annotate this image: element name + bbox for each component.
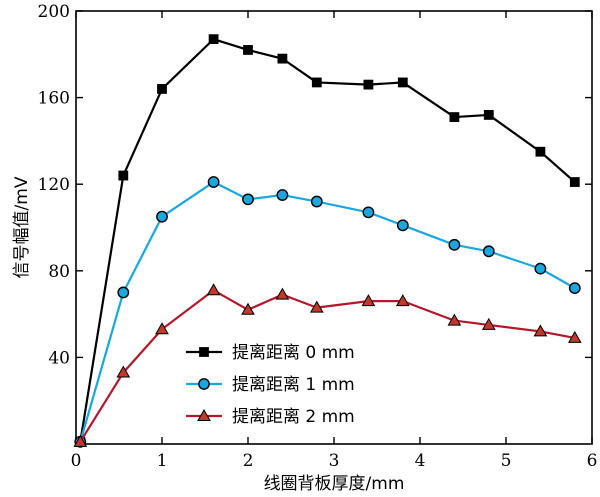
data-point: [242, 193, 254, 206]
data-point: [309, 300, 324, 313]
data-point: [118, 170, 129, 181]
data-point: [534, 262, 547, 275]
data-point: [363, 79, 374, 90]
data-point: [482, 245, 495, 258]
data-point: [116, 365, 131, 378]
legend-label: 提离距离 1 mm: [232, 375, 355, 395]
data-point: [535, 146, 546, 157]
data-point: [156, 210, 168, 223]
x-tick-label: 4: [415, 451, 426, 471]
data-point: [447, 313, 462, 326]
x-tick-label: 3: [329, 451, 340, 471]
data-point: [155, 322, 169, 335]
data-point: [277, 53, 288, 64]
legend-item: 提离距离 2 mm: [186, 407, 355, 427]
data-point: [241, 302, 255, 315]
legend-label: 提离距离 0 mm: [232, 343, 355, 363]
y-tick-label: 200: [38, 2, 70, 22]
data-point: [567, 330, 582, 343]
y-axis-title: 信号幅值/mV: [12, 176, 32, 278]
legend-marker: [198, 378, 210, 390]
x-axis-title: 线圈背板厚度/mm: [264, 474, 405, 494]
data-point: [310, 195, 323, 208]
x-tick-label: 5: [501, 451, 512, 471]
data-point: [448, 238, 461, 251]
data-point: [73, 434, 88, 447]
data-point: [208, 34, 219, 45]
data-point: [275, 287, 290, 300]
data-point: [397, 77, 408, 88]
data-point: [483, 110, 494, 120]
data-point: [243, 45, 253, 55]
series-2: [73, 283, 582, 447]
data-point: [533, 324, 548, 337]
x-tick-label: 0: [71, 451, 82, 471]
data-point: [276, 189, 289, 201]
data-point: [395, 294, 410, 307]
series-line: [79, 180, 576, 443]
data-point: [311, 77, 322, 88]
legend-item: 提离距离 0 mm: [186, 343, 355, 363]
data-point: [568, 282, 581, 295]
x-tick-label: 1: [157, 451, 168, 471]
legend-marker: [197, 408, 211, 421]
data-point: [481, 317, 496, 330]
plot-area: [73, 34, 582, 448]
data-point: [449, 112, 460, 122]
legend-item: 提离距离 1 mm: [186, 375, 355, 395]
axes: 0 1 2 3 4 5 6 40 80 120 160 200: [38, 2, 598, 471]
x-tick-label: 6: [587, 451, 598, 471]
y-tick-label: 80: [48, 262, 70, 282]
legend-marker: [199, 347, 209, 357]
x-tick-label: 2: [243, 451, 254, 471]
data-point: [396, 219, 409, 232]
legend: 提离距离 0 mm 提离距离 1 mm 提离距离 2 mm: [186, 343, 355, 427]
data-point: [361, 294, 376, 307]
data-point: [157, 84, 167, 94]
y-tick-label: 40: [48, 348, 70, 368]
data-point: [207, 176, 220, 188]
data-point: [569, 177, 580, 187]
data-point: [117, 286, 130, 299]
y-tick-label: 120: [38, 175, 70, 195]
data-point: [362, 206, 375, 219]
y-tick-label: 160: [38, 89, 70, 109]
legend-label: 提离距离 2 mm: [232, 407, 355, 427]
data-point: [206, 283, 221, 296]
